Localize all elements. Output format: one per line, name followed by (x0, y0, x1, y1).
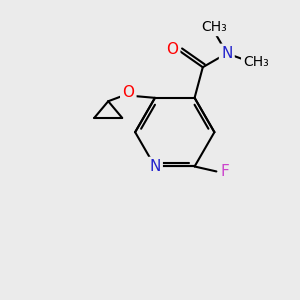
Text: N: N (221, 46, 232, 61)
Text: CH₃: CH₃ (243, 55, 269, 69)
Text: F: F (221, 164, 230, 179)
Text: O: O (122, 85, 134, 100)
Text: CH₃: CH₃ (201, 20, 227, 34)
Text: N: N (149, 159, 161, 174)
Text: O: O (166, 42, 178, 57)
